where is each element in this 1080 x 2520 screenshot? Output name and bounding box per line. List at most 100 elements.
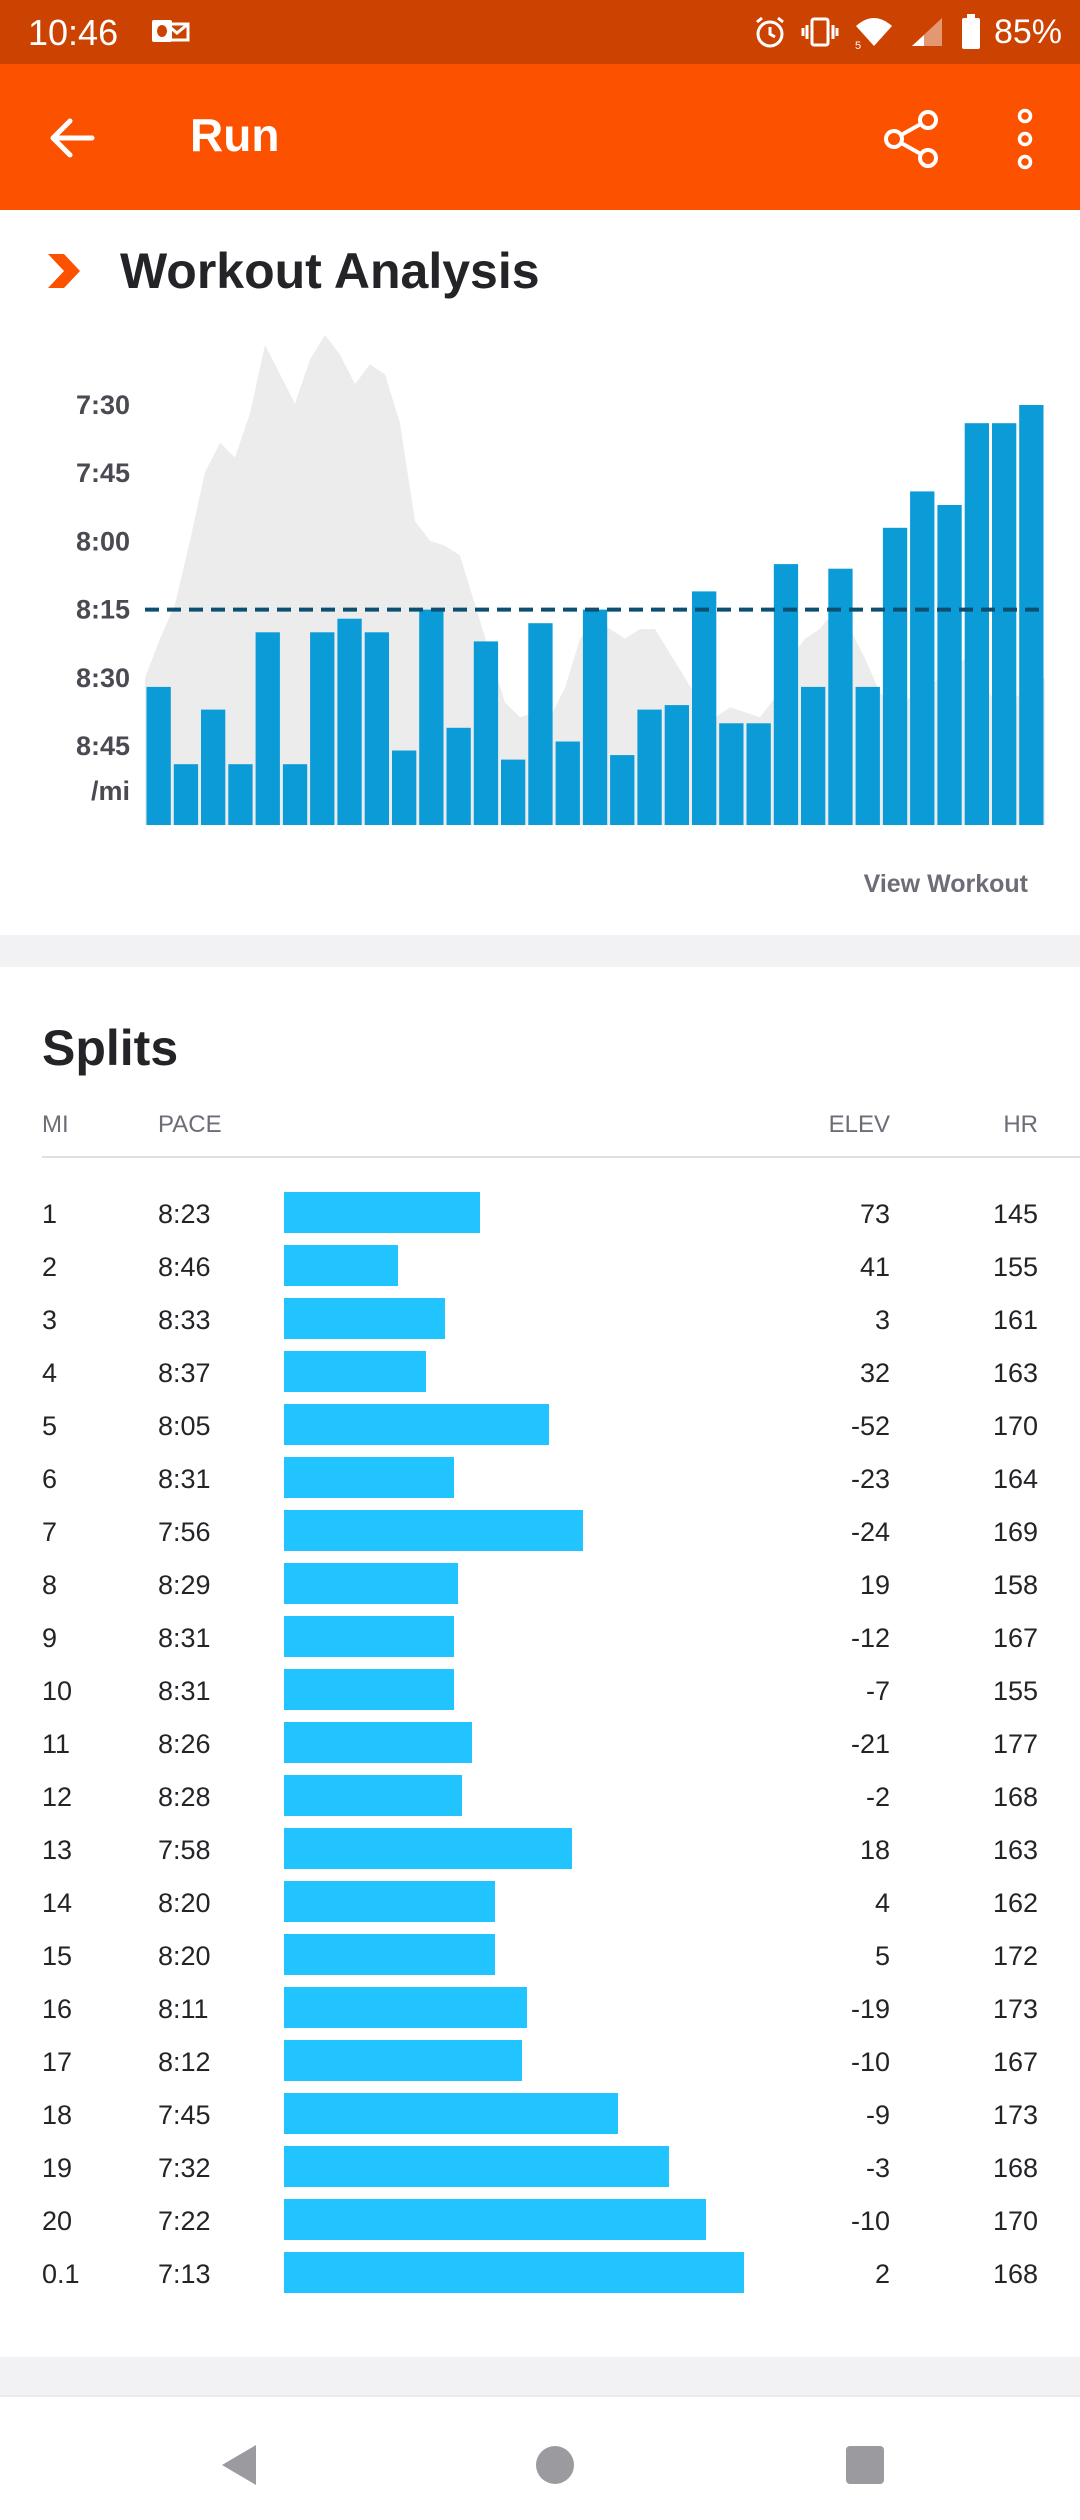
pace-bar[interactable] — [419, 609, 444, 825]
split-heart-rate: 170 — [992, 2206, 1038, 2236]
nav-back-icon[interactable] — [210, 2435, 270, 2495]
pace-bar[interactable] — [992, 423, 1017, 825]
back-arrow-icon[interactable] — [42, 108, 102, 168]
pace-bar[interactable] — [146, 686, 171, 825]
split-heart-rate: 163 — [992, 1358, 1038, 1388]
split-row: 3 8:33 3 161 — [0, 1295, 1080, 1348]
pace-bar[interactable] — [392, 750, 417, 826]
pace-bar[interactable] — [1019, 405, 1044, 825]
split-row: 1 8:23 73 145 — [0, 1189, 1080, 1242]
pace-bar[interactable] — [201, 709, 226, 825]
split-pace-bar — [284, 1192, 480, 1233]
split-mile: 4 — [42, 1358, 58, 1388]
pace-bar[interactable] — [937, 505, 962, 825]
split-row: 14 8:20 4 162 — [0, 1878, 1080, 1931]
split-heart-rate: 170 — [992, 1411, 1038, 1441]
pace-bar[interactable] — [692, 591, 717, 825]
nav-home-icon[interactable] — [525, 2435, 585, 2495]
split-mile: 18 — [42, 2100, 73, 2130]
split-pace-bar — [284, 1828, 572, 1869]
split-row: 7 7:56 -24 169 — [0, 1507, 1080, 1560]
status-icons: 5 85% — [752, 10, 1062, 54]
split-elevation: 4 — [874, 1888, 890, 1918]
split-heart-rate: 168 — [992, 2259, 1038, 2289]
split-pace-bar — [284, 1457, 454, 1498]
pace-bar[interactable] — [473, 641, 499, 825]
split-elevation: -9 — [865, 2100, 890, 2130]
pace-bar[interactable] — [364, 632, 389, 825]
split-pace-bar — [284, 1563, 458, 1604]
pace-bar[interactable] — [964, 423, 989, 825]
split-pace: 7:58 — [158, 1835, 211, 1865]
share-icon[interactable] — [876, 104, 946, 174]
split-row: 20 7:22 -10 170 — [0, 2196, 1080, 2249]
split-elevation: -24 — [850, 1517, 890, 1547]
y-tick-label: 7:45 — [76, 458, 130, 488]
pace-bar[interactable] — [664, 705, 689, 825]
pace-bar[interactable] — [773, 564, 799, 825]
pace-bar[interactable] — [746, 723, 771, 825]
split-pace: 8:31 — [158, 1676, 211, 1706]
split-elevation: 32 — [859, 1358, 890, 1388]
header-hr: HR — [1003, 1111, 1038, 1138]
split-pace: 8:31 — [158, 1464, 211, 1494]
pace-bar[interactable] — [801, 686, 826, 825]
split-pace: 8:23 — [158, 1199, 211, 1229]
split-pace-bar — [284, 1351, 426, 1392]
pace-bar[interactable] — [855, 686, 880, 825]
pace-bar[interactable] — [719, 723, 744, 825]
split-row: 5 8:05 -52 170 — [0, 1401, 1080, 1454]
split-mile: 6 — [42, 1464, 58, 1494]
pace-bar[interactable] — [828, 568, 853, 825]
pace-bar[interactable] — [637, 709, 662, 825]
pace-bar[interactable] — [555, 741, 580, 826]
split-row: 9 8:31 -12 167 — [0, 1613, 1080, 1666]
split-row: 6 8:31 -23 164 — [0, 1454, 1080, 1507]
split-heart-rate: 161 — [992, 1305, 1038, 1335]
system-nav-bar — [0, 2395, 1080, 2520]
split-heart-rate: 167 — [992, 1623, 1038, 1653]
split-row: 13 7:58 18 163 — [0, 1825, 1080, 1878]
y-tick-label: 8:45 — [76, 731, 130, 761]
split-pace: 8:20 — [158, 1888, 211, 1918]
pace-bar[interactable] — [446, 727, 471, 825]
nav-recents-icon[interactable] — [835, 2435, 895, 2495]
more-vert-icon[interactable] — [1000, 104, 1050, 174]
pace-bar[interactable] — [228, 764, 253, 825]
split-pace-bar — [284, 2199, 706, 2240]
split-mile: 9 — [42, 1623, 58, 1653]
y-tick-label: 7:30 — [76, 390, 130, 420]
y-tick-label: 8:00 — [76, 526, 130, 556]
split-elevation: -10 — [850, 2047, 890, 2077]
split-mile: 16 — [42, 1994, 73, 2024]
split-heart-rate: 155 — [992, 1252, 1038, 1282]
split-mile: 12 — [42, 1782, 73, 1812]
pace-bar[interactable] — [582, 609, 608, 825]
split-pace-bar — [284, 1616, 454, 1657]
split-pace-bar — [284, 1881, 495, 1922]
pace-bar[interactable] — [282, 764, 308, 825]
split-row: 4 8:37 32 163 — [0, 1348, 1080, 1401]
header-pace: PACE — [158, 1111, 222, 1138]
pace-bar[interactable] — [528, 623, 553, 825]
pace-bar[interactable] — [501, 759, 526, 825]
pace-bar[interactable] — [173, 764, 199, 825]
header-mi: MI — [42, 1111, 69, 1138]
pace-bar[interactable] — [310, 632, 335, 825]
split-pace: 8:12 — [158, 2047, 211, 2077]
pace-bar[interactable] — [337, 618, 362, 825]
pace-bar[interactable] — [882, 527, 908, 825]
split-elevation: -52 — [850, 1411, 890, 1441]
split-row: 15 8:20 5 172 — [0, 1931, 1080, 1984]
svg-text:5: 5 — [855, 40, 861, 50]
pace-bar[interactable] — [255, 632, 280, 825]
split-heart-rate: 172 — [992, 1941, 1038, 1971]
pace-chart[interactable]: 7:30 7:45 8:00 8:15 8:30 8:45/mi — [0, 310, 1080, 855]
split-pace: 7:13 — [158, 2259, 211, 2289]
split-pace: 8:46 — [158, 1252, 211, 1282]
split-mile: 10 — [42, 1676, 73, 1706]
view-workout-link[interactable]: View Workout — [863, 870, 1028, 898]
pace-bar[interactable] — [610, 755, 635, 825]
pace-bar[interactable] — [910, 491, 935, 825]
split-row: 12 8:28 -2 168 — [0, 1772, 1080, 1825]
